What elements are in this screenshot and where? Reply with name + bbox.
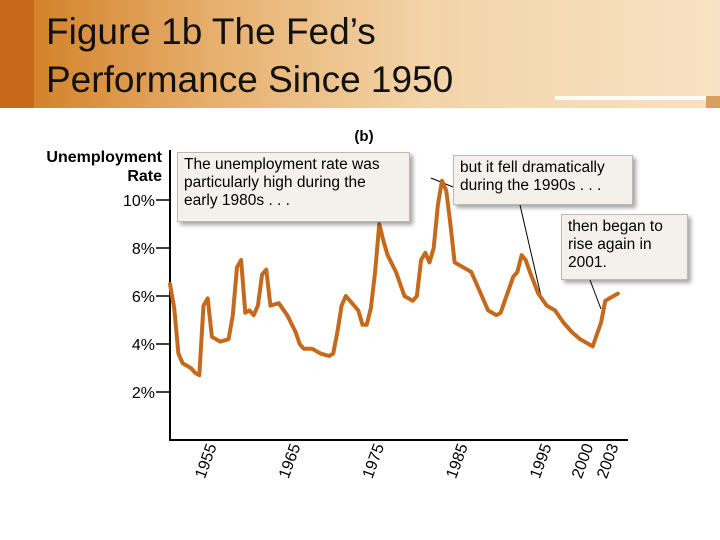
x-tick-label: 1975 [360, 441, 388, 480]
y-axis-label-line-2: Rate [127, 168, 162, 185]
page-title: Figure 1b The Fed’s Performance Since 19… [46, 8, 453, 104]
title-band [0, 0, 720, 108]
callout-1990s: but it fell dramatically during the 1990… [453, 155, 633, 205]
title-divider-line [555, 96, 720, 100]
y-tick-label: 6% [132, 289, 155, 306]
x-tick-label: 2003 [594, 441, 622, 480]
y-tick-label: 10% [123, 193, 155, 210]
leader-nineties-drop [519, 204, 542, 297]
x-tick-label: 2000 [569, 441, 597, 480]
x-tick-label: 1955 [192, 441, 220, 480]
leader-2001 [589, 279, 602, 310]
title-line-1: Figure 1b The Fed’s [46, 11, 376, 52]
panel-label: (b) [354, 128, 373, 145]
x-tick-label: 1995 [527, 441, 555, 480]
x-tick-label: 1985 [444, 441, 472, 480]
y-axis-label-line-1: Unemployment [46, 149, 162, 166]
y-tick-label: 2% [132, 385, 155, 402]
title-corner-box [706, 96, 720, 108]
y-tick-label: 4% [132, 337, 155, 354]
y-tick-label: 8% [132, 241, 155, 258]
y-ticks: 10% 8% 6% 4% 2% [123, 193, 170, 402]
x-tick-label: 1965 [276, 441, 304, 480]
callout-early-1980s: The unemployment rate was particularly h… [177, 152, 410, 222]
title-line-2: Performance Since 1950 [46, 59, 454, 100]
callout-2001: then began to rise again in 2001. [561, 214, 688, 280]
title-accent-bar [0, 0, 34, 108]
unemployment-rate-line [168, 178, 620, 378]
